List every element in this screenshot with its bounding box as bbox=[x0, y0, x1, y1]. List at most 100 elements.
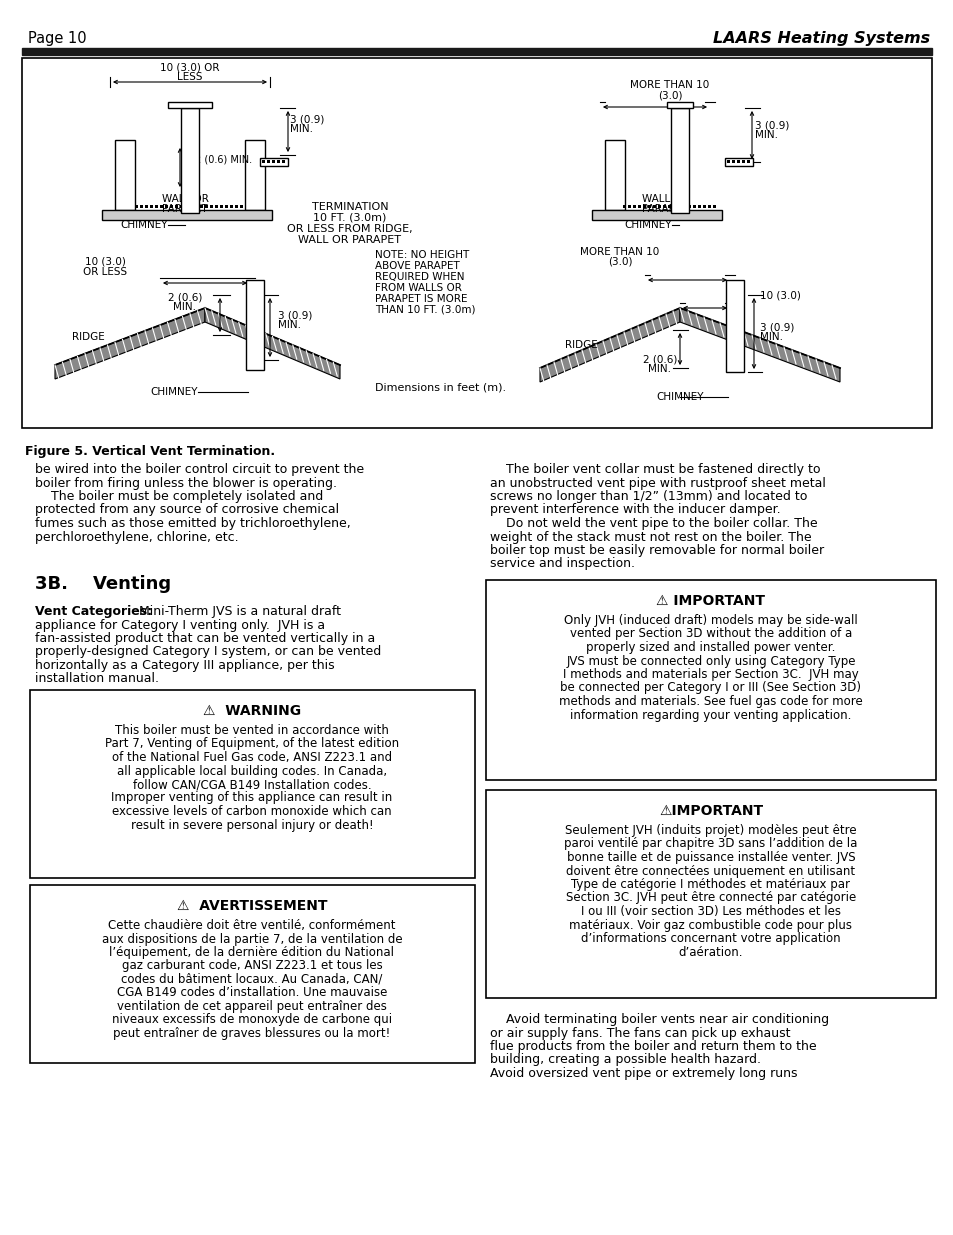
Text: be connected per Category I or III (See Section 3D): be connected per Category I or III (See … bbox=[560, 682, 861, 694]
Bar bbox=[22, 48, 931, 56]
Text: aux dispositions de la partie 7, de la ventilation de: aux dispositions de la partie 7, de la v… bbox=[102, 932, 402, 946]
Bar bbox=[672, 205, 676, 207]
Text: MIN.: MIN. bbox=[173, 303, 196, 312]
Text: LESS: LESS bbox=[177, 72, 203, 82]
Text: protected from any source of corrosive chemical: protected from any source of corrosive c… bbox=[35, 504, 338, 516]
Text: vented per Section 3D without the addition of a: vented per Section 3D without the additi… bbox=[569, 627, 851, 641]
Text: horizontally as a Category III appliance, per this: horizontally as a Category III appliance… bbox=[35, 659, 335, 672]
Text: Part 7, Venting of Equipment, of the latest edition: Part 7, Venting of Equipment, of the lat… bbox=[105, 737, 398, 751]
Bar bbox=[210, 205, 213, 207]
Text: perchloroethylene, chlorine, etc.: perchloroethylene, chlorine, etc. bbox=[35, 531, 238, 543]
Text: WALL OR: WALL OR bbox=[161, 194, 208, 204]
Bar bbox=[225, 205, 228, 207]
Text: MORE THAN 10: MORE THAN 10 bbox=[630, 80, 709, 90]
Text: PARAPET IS MORE: PARAPET IS MORE bbox=[375, 294, 467, 304]
Text: follow CAN/CGA B149 Installation codes.: follow CAN/CGA B149 Installation codes. bbox=[132, 778, 371, 790]
Text: flue products from the boiler and return them to the: flue products from the boiler and return… bbox=[490, 1040, 816, 1053]
Bar bbox=[262, 161, 265, 163]
Bar bbox=[725, 280, 743, 372]
Text: 3 (0.9): 3 (0.9) bbox=[760, 322, 794, 332]
Text: RIDGE: RIDGE bbox=[565, 340, 598, 350]
Text: Section 3C. JVH peut être connecté par catégorie: Section 3C. JVH peut être connecté par c… bbox=[565, 892, 855, 904]
Text: bonne taille et de puissance installée venter. JVS: bonne taille et de puissance installée v… bbox=[566, 851, 855, 864]
Text: niveaux excessifs de monoxyde de carbone qui: niveaux excessifs de monoxyde de carbone… bbox=[112, 1014, 392, 1026]
Bar bbox=[642, 205, 645, 207]
Text: ⚠IMPORTANT: ⚠IMPORTANT bbox=[659, 804, 762, 818]
Text: doivent être connectées uniquement en utilisant: doivent être connectées uniquement en ut… bbox=[566, 864, 855, 878]
Text: LAARS Heating Systems: LAARS Heating Systems bbox=[712, 31, 929, 46]
Text: Improper venting of this appliance can result in: Improper venting of this appliance can r… bbox=[112, 792, 393, 804]
Text: information regarding your venting application.: information regarding your venting appli… bbox=[570, 709, 851, 721]
Bar bbox=[135, 205, 138, 207]
Text: peut entraîner de graves blessures ou la mort!: peut entraîner de graves blessures ou la… bbox=[113, 1028, 390, 1040]
Bar bbox=[115, 140, 135, 210]
Bar bbox=[746, 161, 749, 163]
Bar bbox=[160, 205, 163, 207]
Polygon shape bbox=[205, 308, 339, 379]
Text: 3 (0.9): 3 (0.9) bbox=[290, 114, 324, 124]
Text: RIDGE: RIDGE bbox=[72, 332, 105, 342]
Bar bbox=[102, 210, 272, 220]
Text: CHIMNEY: CHIMNEY bbox=[624, 220, 671, 230]
Bar bbox=[180, 205, 183, 207]
Text: 3 (0.9): 3 (0.9) bbox=[754, 120, 788, 130]
Bar bbox=[667, 205, 670, 207]
Text: 10 FT. (3.0m): 10 FT. (3.0m) bbox=[313, 212, 386, 224]
Text: fumes such as those emitted by trichloroethylene,: fumes such as those emitted by trichloro… bbox=[35, 517, 351, 530]
Text: 10 (3.0): 10 (3.0) bbox=[760, 290, 800, 300]
Text: MIN.: MIN. bbox=[648, 364, 671, 374]
Bar bbox=[622, 205, 625, 207]
Polygon shape bbox=[55, 308, 205, 379]
Text: or air supply fans. The fans can pick up exhaust: or air supply fans. The fans can pick up… bbox=[490, 1026, 790, 1040]
Bar bbox=[240, 205, 243, 207]
Bar bbox=[485, 790, 935, 998]
Bar bbox=[638, 205, 640, 207]
Text: Do not weld the vent pipe to the boiler collar. The: Do not weld the vent pipe to the boiler … bbox=[490, 517, 817, 530]
Bar bbox=[168, 103, 212, 107]
Text: This boiler must be vented in accordance with: This boiler must be vented in accordance… bbox=[115, 724, 389, 737]
Bar bbox=[230, 205, 233, 207]
Bar bbox=[140, 205, 143, 207]
Text: JVS must be connected only using Category Type: JVS must be connected only using Categor… bbox=[566, 655, 855, 667]
Text: CHIMNEY: CHIMNEY bbox=[120, 220, 168, 230]
Text: I ou III (voir section 3D) Les méthodes et les: I ou III (voir section 3D) Les méthodes … bbox=[580, 905, 841, 918]
Bar bbox=[282, 161, 285, 163]
Text: OR LESS FROM RIDGE,: OR LESS FROM RIDGE, bbox=[287, 224, 413, 233]
Bar bbox=[652, 205, 656, 207]
Text: 3 (0.9): 3 (0.9) bbox=[277, 310, 312, 320]
Text: 10 (3.0) OR: 10 (3.0) OR bbox=[160, 62, 219, 72]
Text: weight of the stack must not rest on the boiler. The: weight of the stack must not rest on the… bbox=[490, 531, 811, 543]
Bar bbox=[658, 205, 660, 207]
Bar bbox=[604, 140, 624, 210]
Text: Figure 5. Vertical Vent Termination.: Figure 5. Vertical Vent Termination. bbox=[25, 445, 274, 458]
Bar bbox=[726, 161, 729, 163]
Text: MIN.: MIN. bbox=[754, 130, 778, 140]
Text: Page 10: Page 10 bbox=[28, 31, 87, 46]
Bar bbox=[272, 161, 274, 163]
Text: service and inspection.: service and inspection. bbox=[490, 557, 635, 571]
Bar bbox=[234, 205, 237, 207]
Bar bbox=[145, 205, 148, 207]
Bar bbox=[30, 885, 475, 1063]
Bar bbox=[698, 205, 700, 207]
Text: Cette chaudière doit être ventilé, conformément: Cette chaudière doit être ventilé, confo… bbox=[108, 919, 395, 932]
Bar bbox=[267, 161, 270, 163]
Text: Avoid oversized vent pipe or extremely long runs: Avoid oversized vent pipe or extremely l… bbox=[490, 1067, 797, 1079]
Text: building, creating a possible health hazard.: building, creating a possible health haz… bbox=[490, 1053, 760, 1067]
Bar bbox=[246, 280, 264, 370]
Text: Dimensions in feet (m).: Dimensions in feet (m). bbox=[375, 382, 506, 391]
Text: WALL OR PARAPET: WALL OR PARAPET bbox=[298, 235, 401, 245]
Text: 2 (0.6): 2 (0.6) bbox=[642, 354, 677, 364]
Bar bbox=[737, 161, 740, 163]
Text: (3.0): (3.0) bbox=[657, 90, 681, 100]
Bar bbox=[200, 205, 203, 207]
Bar bbox=[678, 205, 680, 207]
Text: 2 (0.6): 2 (0.6) bbox=[168, 291, 202, 303]
Text: OR LESS: OR LESS bbox=[83, 267, 127, 277]
Text: ⚠  WARNING: ⚠ WARNING bbox=[203, 704, 301, 718]
Text: methods and materials. See fuel gas code for more: methods and materials. See fuel gas code… bbox=[558, 695, 862, 708]
Text: fan-assisted product that can be vented vertically in a: fan-assisted product that can be vented … bbox=[35, 632, 375, 645]
Text: CGA B149 codes d’installation. Une mauvaise: CGA B149 codes d’installation. Une mauva… bbox=[116, 987, 387, 999]
Text: paroi ventilé par chapitre 3D sans l’addition de la: paroi ventilé par chapitre 3D sans l’add… bbox=[564, 837, 857, 851]
Text: PARAPET: PARAPET bbox=[641, 204, 687, 214]
